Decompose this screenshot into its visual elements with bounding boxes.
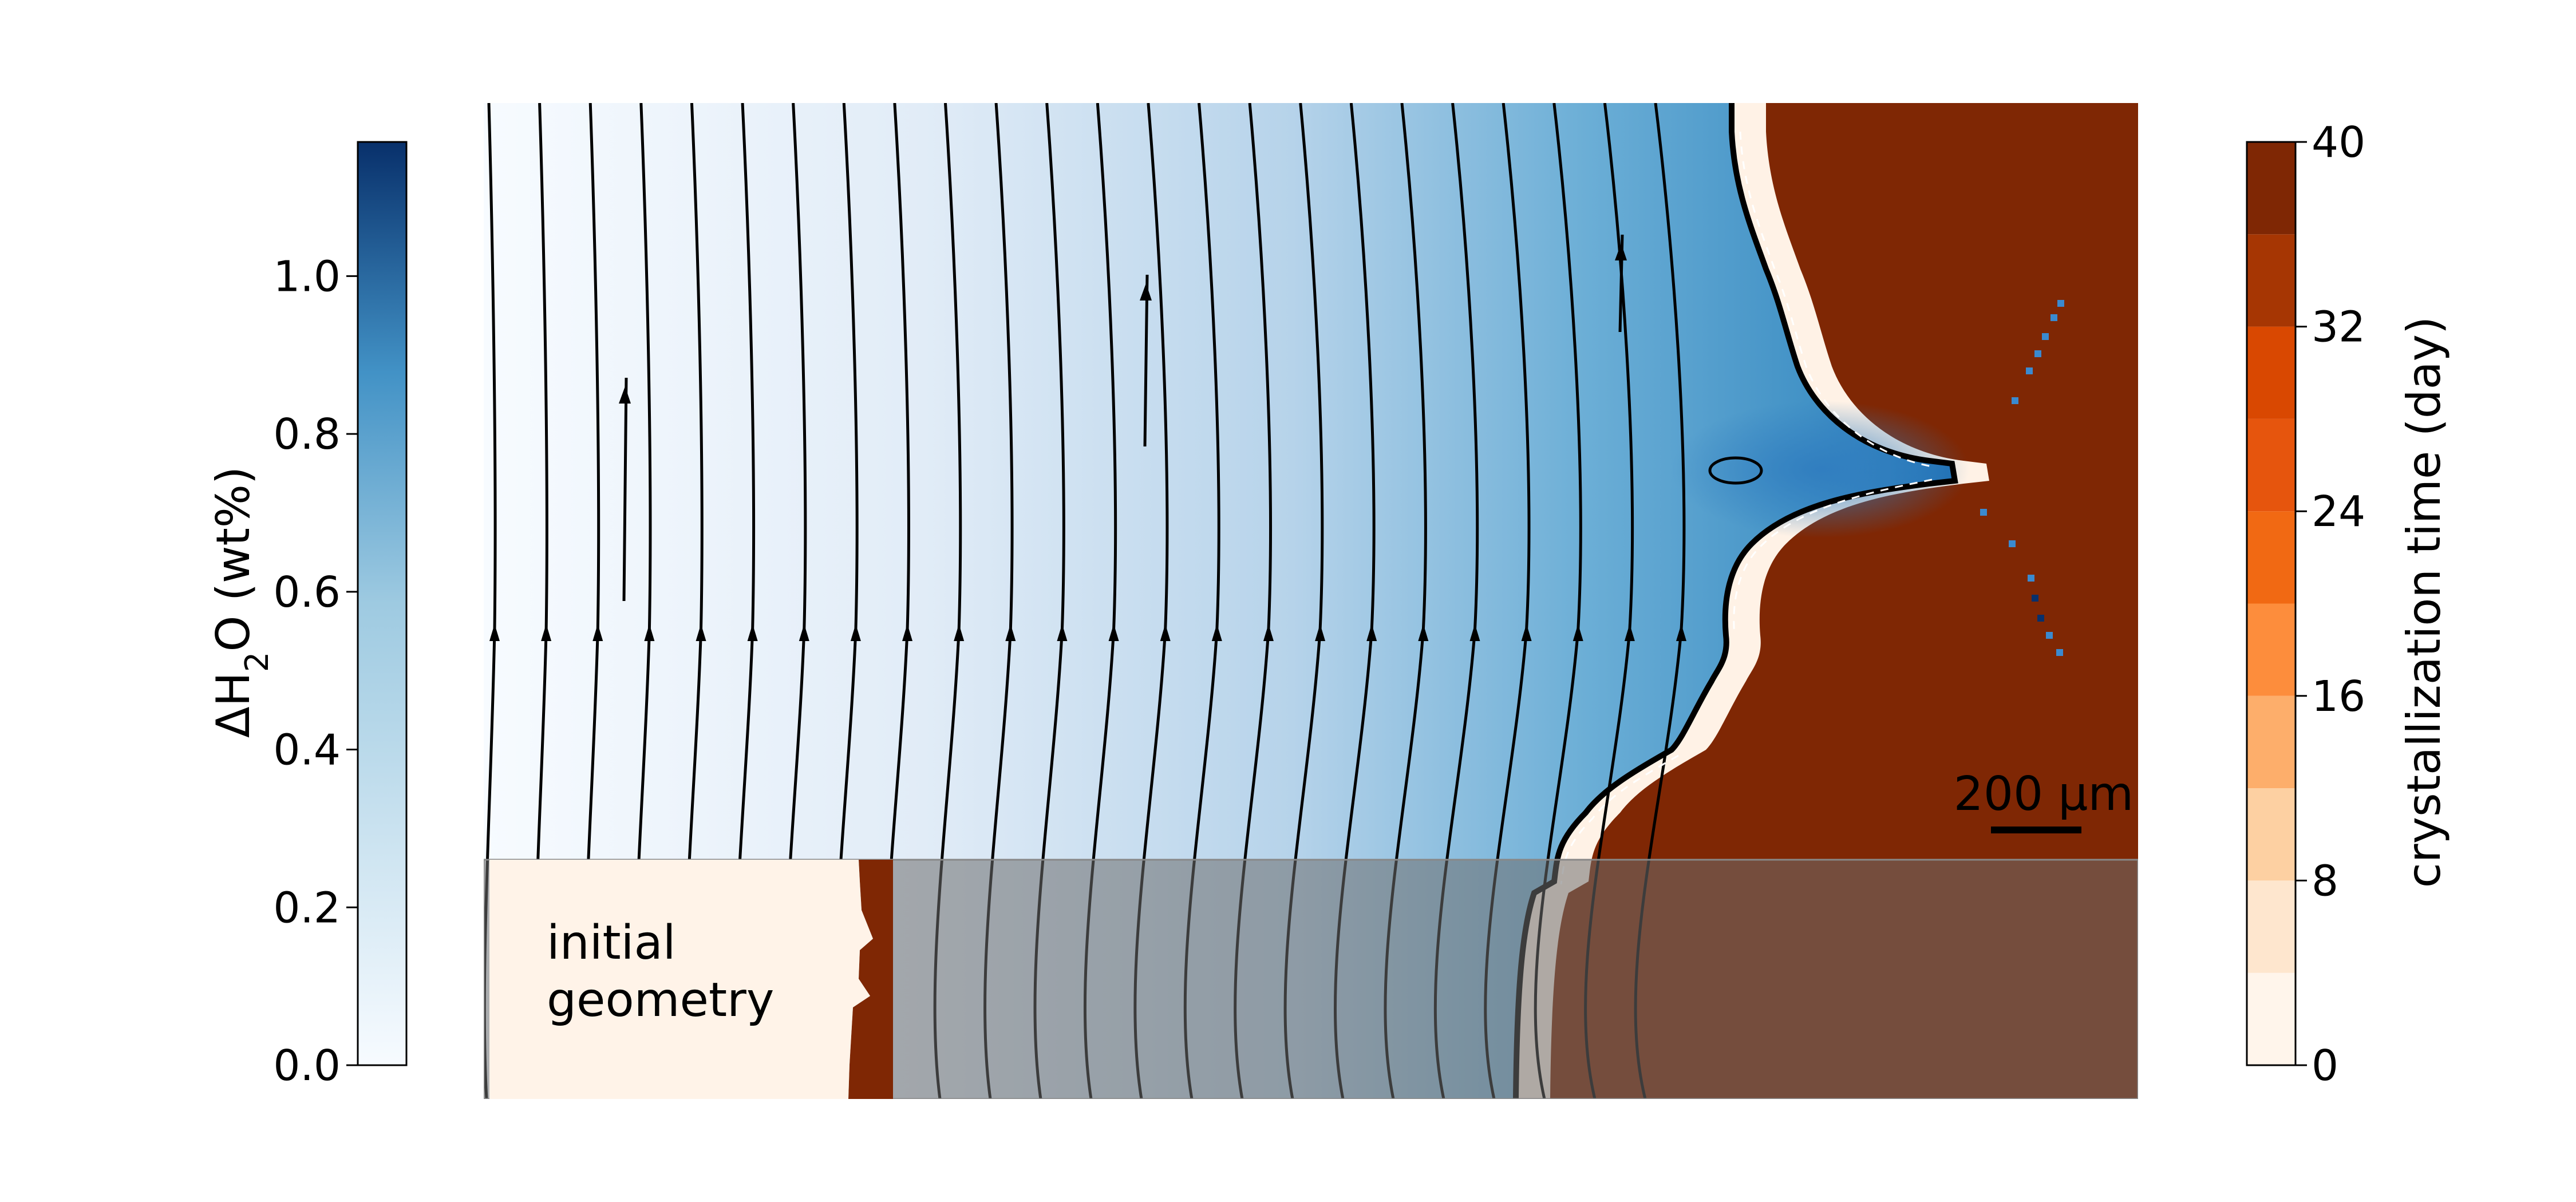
colorbar-right-bands bbox=[2247, 142, 2296, 1065]
colorbar-left-bar bbox=[358, 142, 406, 1065]
colorbar-right-label: crystallization time (day) bbox=[2397, 317, 2451, 888]
colorbar-right-band bbox=[2247, 419, 2296, 511]
colorbar-right-band bbox=[2247, 511, 2296, 603]
scatter-dot bbox=[2050, 314, 2057, 321]
colorbar-left-tick-label: 0.2 bbox=[273, 883, 341, 932]
colorbar-left: 0.0 0.2 0.4 0.6 0.8 1.0 ΔH2O (wt%) bbox=[207, 142, 406, 1090]
colorbar-right-tick-label: 16 bbox=[2312, 672, 2365, 721]
scatter-dot bbox=[2046, 632, 2053, 639]
scatter-dot bbox=[2009, 540, 2016, 547]
colorbar-right-band bbox=[2247, 327, 2296, 419]
scale-bar bbox=[1991, 827, 2081, 833]
colorbar-left-ticks: 0.0 0.2 0.4 0.6 0.8 1.0 bbox=[273, 252, 358, 1090]
scatter-dot bbox=[2057, 300, 2064, 307]
scale-bar-label: 200 μm bbox=[1954, 767, 2134, 821]
scatter-dot bbox=[2012, 397, 2018, 404]
colorbar-right-band bbox=[2247, 880, 2296, 972]
colorbar-right: 0 8 16 24 32 40 crystallization time (day) bbox=[2247, 118, 2451, 1090]
colorbar-left-tick-label: 0.8 bbox=[273, 410, 341, 459]
main-plot: initial geometry 200 μm bbox=[484, 103, 2287, 1099]
colorbar-left-tick-label: 0.6 bbox=[273, 568, 341, 617]
colorbar-left-tick-label: 0.0 bbox=[273, 1041, 341, 1090]
colorbar-right-band bbox=[2247, 696, 2296, 788]
colorbar-right-tick-label: 40 bbox=[2312, 118, 2365, 167]
inset-label-line1: initial bbox=[547, 916, 676, 970]
colorbar-right-tick-label: 8 bbox=[2312, 856, 2338, 906]
scatter-dot bbox=[2028, 575, 2034, 582]
colorbar-right-tick-label: 24 bbox=[2312, 487, 2365, 536]
scatter-dot bbox=[2037, 615, 2044, 622]
scatter-dot bbox=[1980, 509, 1987, 516]
scatter-dot bbox=[2042, 333, 2049, 340]
scatter-dot bbox=[2026, 367, 2033, 374]
scatter-dot bbox=[2032, 595, 2038, 602]
colorbar-right-tick-label: 0 bbox=[2312, 1041, 2338, 1090]
colorbar-right-band bbox=[2247, 234, 2296, 326]
inset-label-line2: geometry bbox=[547, 973, 774, 1027]
colorbar-right-band bbox=[2247, 604, 2296, 696]
colorbar-right-tick-label: 32 bbox=[2312, 303, 2365, 352]
colorbar-right-band bbox=[2247, 788, 2296, 880]
colorbar-right-band bbox=[2247, 973, 2296, 1065]
colorbar-left-tick-label: 1.0 bbox=[273, 252, 341, 301]
scatter-dot bbox=[2034, 350, 2041, 357]
finger-glow bbox=[1672, 401, 1969, 538]
scatter-dot bbox=[2056, 649, 2063, 656]
colorbar-right-ticks: 0 8 16 24 32 40 bbox=[2296, 118, 2365, 1090]
colorbar-right-band bbox=[2247, 142, 2296, 234]
colorbar-left-label: ΔH2O (wt%) bbox=[207, 466, 276, 738]
colorbar-left-tick-label: 0.4 bbox=[273, 726, 341, 775]
